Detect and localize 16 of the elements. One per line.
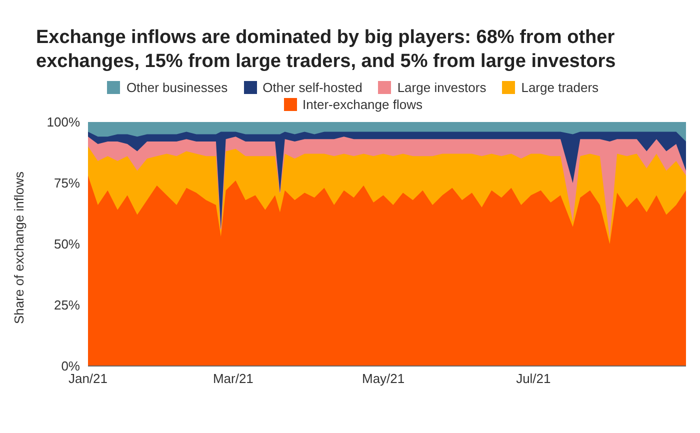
legend-label: Other self-hosted (262, 80, 362, 95)
y-tick-label: 0% (61, 358, 80, 374)
legend-label: Large investors (396, 80, 486, 95)
chart-title: Exchange inflows are dominated by big players: 68% from other exchanges, 15% from large traders, and 5% from large investors (35, 26, 617, 74)
x-tick-label: Jul/21 (516, 371, 551, 386)
legend-label: Inter-exchange flows (302, 97, 422, 112)
y-axis-title: Share of exchange inflows (12, 171, 27, 324)
x-tick-label: Mar/21 (212, 371, 254, 386)
y-tick-label: 25% (54, 298, 80, 313)
x-tick-label: Jan/21 (68, 371, 108, 386)
x-tick-label: May/21 (362, 371, 405, 386)
y-tick-label: 75% (54, 176, 80, 191)
y-tick-label: 100% (46, 114, 80, 130)
y-tick-label: 50% (54, 236, 80, 252)
legend-label: Large traders (520, 80, 599, 95)
legend-label: Other businesses (125, 80, 228, 95)
